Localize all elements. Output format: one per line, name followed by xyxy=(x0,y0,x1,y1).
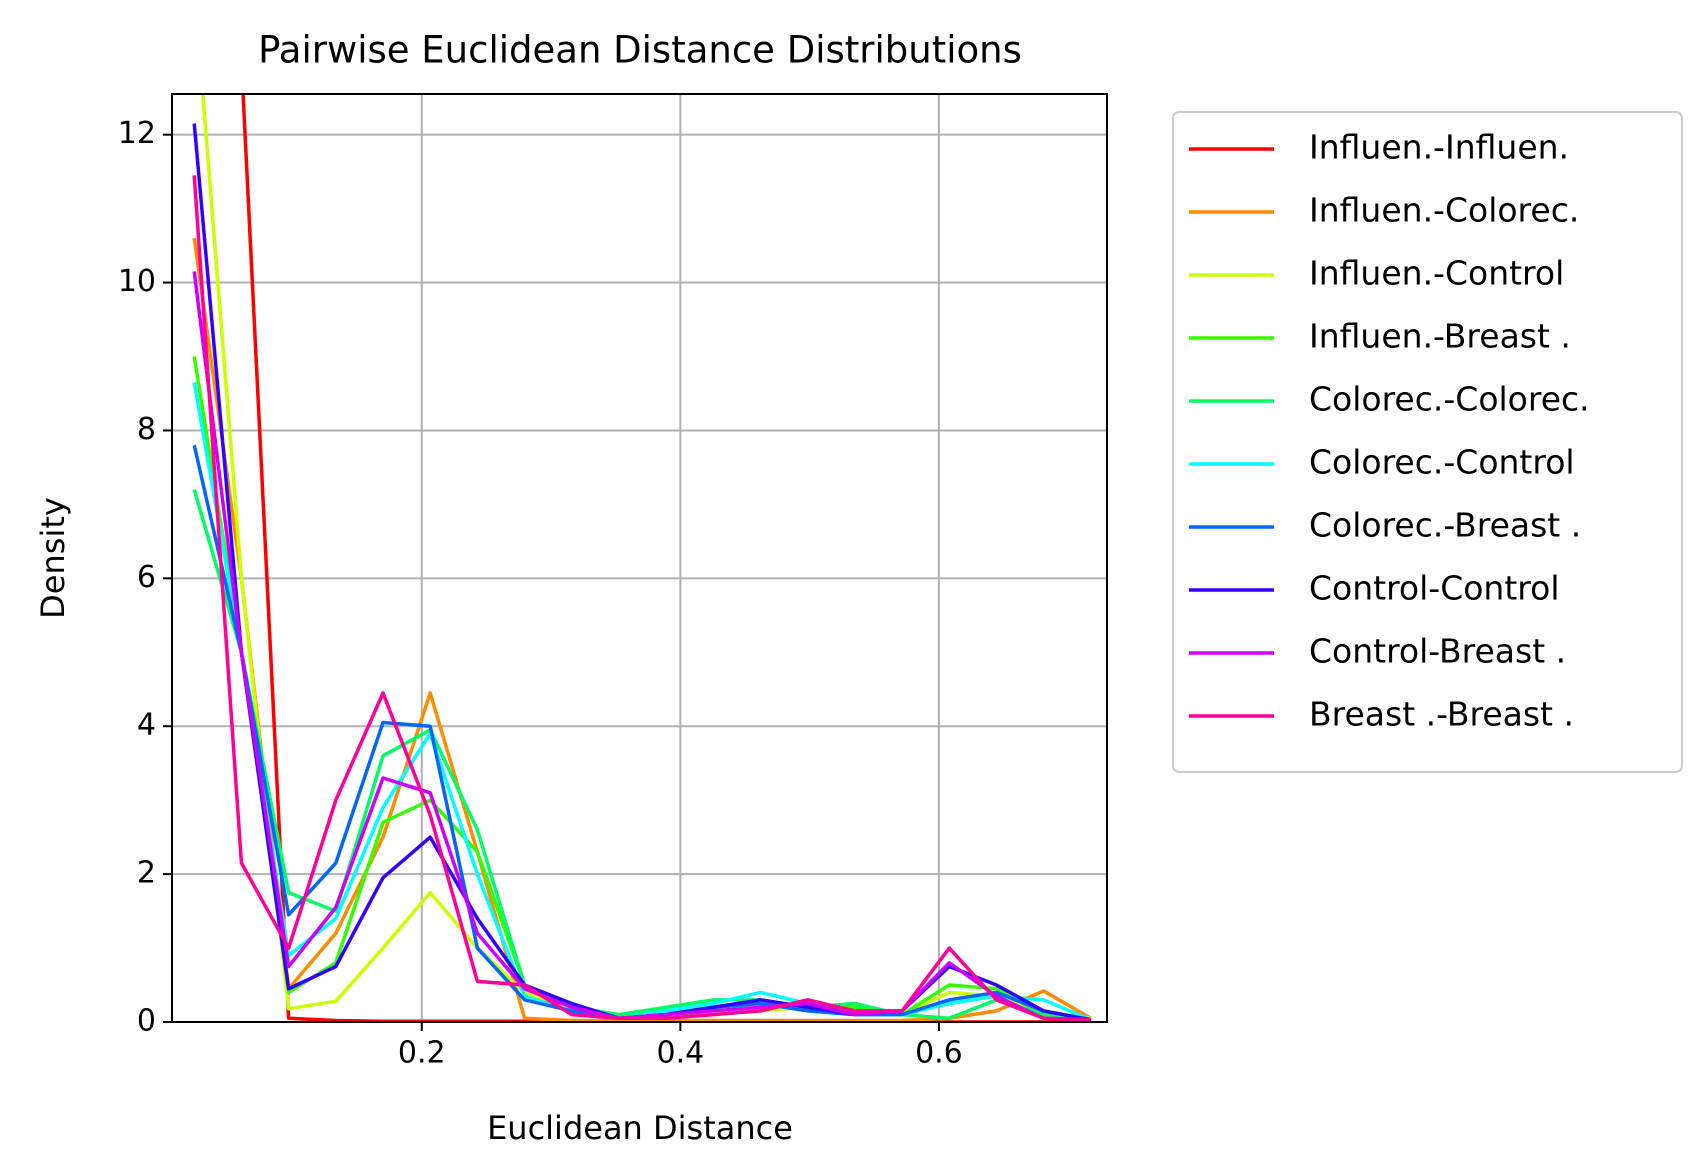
chart-title: Pairwise Euclidean Distance Distribution… xyxy=(258,29,1022,72)
y-axis-label: Density xyxy=(34,497,72,619)
legend-label: Colorec.-Control xyxy=(1309,443,1575,482)
x-tick-label: 0.4 xyxy=(656,1036,704,1071)
legend-label: Control-Breast . xyxy=(1309,632,1566,671)
plot-frame xyxy=(171,93,1108,1023)
x-tick-label: 0.6 xyxy=(915,1036,963,1071)
legend-label: Influen.-Influen. xyxy=(1309,128,1569,167)
legend-label: Colorec.-Colorec. xyxy=(1309,380,1590,419)
y-tick-label: 4 xyxy=(137,708,156,743)
y-tick-label: 10 xyxy=(118,264,156,299)
legend-label: Influen.-Colorec. xyxy=(1309,191,1579,230)
y-tick-label: 8 xyxy=(137,412,156,447)
series-line xyxy=(192,271,1091,1022)
series-line xyxy=(241,94,1091,1022)
legend-box xyxy=(1172,111,1683,773)
y-tick-label: 6 xyxy=(137,560,156,595)
series-line xyxy=(192,237,1092,1022)
series-line xyxy=(192,382,1092,1022)
legend-label: Control-Control xyxy=(1309,569,1559,608)
y-tick-label: 2 xyxy=(137,856,156,891)
x-axis-label: Euclidean Distance xyxy=(487,1109,793,1147)
legend-label: Breast .-Breast . xyxy=(1309,695,1574,734)
plot-lines xyxy=(192,94,1092,1022)
legend-label: Influen.-Breast . xyxy=(1309,317,1571,356)
y-tick-label: 12 xyxy=(118,116,156,151)
series-line xyxy=(192,444,1092,1022)
series-line xyxy=(192,175,1091,1022)
legend-label: Colorec.-Breast . xyxy=(1309,506,1581,545)
series-line xyxy=(201,94,1092,1021)
series-line xyxy=(192,356,1092,1022)
legend-label: Influen.-Control xyxy=(1309,254,1564,293)
x-tick-label: 0.2 xyxy=(398,1036,446,1071)
y-tick-label: 0 xyxy=(137,1004,156,1039)
series-line xyxy=(192,123,1092,1022)
